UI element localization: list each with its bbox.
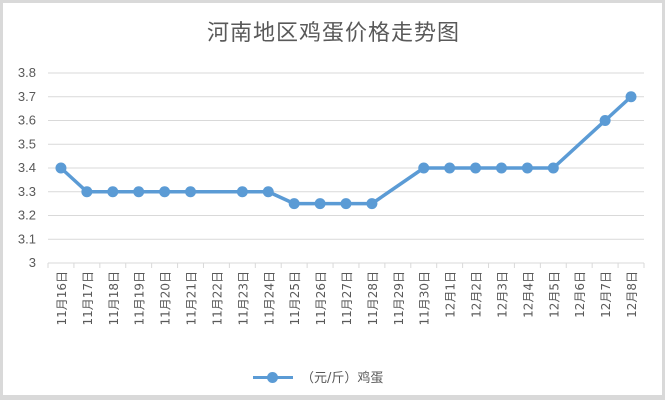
y-tick-label: 3 (29, 255, 36, 270)
y-tick-label: 3.3 (18, 184, 36, 199)
data-point-marker[interactable] (547, 162, 559, 174)
x-tick-label: 11月24日 (262, 271, 276, 326)
x-tick-label: 11月20日 (159, 271, 173, 326)
legend-line-marker-icon (253, 370, 293, 384)
data-point-marker[interactable] (470, 162, 482, 174)
y-tick-label: 3.6 (18, 113, 36, 128)
y-tick-label: 3.5 (18, 136, 36, 151)
data-point-marker[interactable] (418, 162, 430, 174)
x-tick-label: 12月2日 (470, 271, 484, 318)
y-tick-label: 3.2 (18, 208, 36, 223)
data-point-marker[interactable] (107, 186, 119, 198)
data-point-marker[interactable] (236, 186, 248, 198)
x-tick-label: 11月23日 (236, 271, 250, 326)
legend-label: （元/斤）鸡蛋 (301, 371, 384, 386)
data-point-marker[interactable] (625, 91, 637, 103)
data-point-marker[interactable] (262, 186, 274, 198)
series-line (59, 95, 633, 206)
x-tick-label: 11月30日 (418, 271, 432, 326)
data-point-marker[interactable] (133, 186, 145, 198)
data-point-marker[interactable] (81, 186, 93, 198)
data-point-marker[interactable] (185, 186, 197, 198)
data-point-marker[interactable] (55, 162, 67, 174)
chart-legend: （元/斤）鸡蛋 (253, 367, 383, 386)
data-point-marker[interactable] (521, 162, 533, 174)
x-tick-label: 11月18日 (107, 271, 121, 326)
data-point-marker[interactable] (159, 186, 171, 198)
y-tick-label: 3.1 (18, 231, 36, 246)
x-tick-label: 12月7日 (599, 271, 613, 318)
y-tick-label: 3.7 (18, 89, 36, 104)
x-tick-label: 11月27日 (340, 271, 354, 326)
x-tick-label: 11月22日 (210, 271, 224, 326)
x-tick-label: 12月8日 (625, 271, 639, 318)
chart-frame: 河南地区鸡蛋价格走势图 3 3.1 3.2 3.3 3.4 3.5 3.6 3.7 3.8 11月… (2, 2, 663, 396)
y-tick-label: 3.8 (18, 65, 36, 80)
data-point-marker[interactable] (495, 162, 507, 174)
data-point-marker[interactable] (444, 162, 456, 174)
data-point-marker[interactable] (314, 198, 326, 210)
y-tick-label: 3.4 (18, 160, 36, 175)
chart-title: 河南地区鸡蛋价格走势图 (206, 21, 460, 46)
x-tick-label: 12月5日 (547, 271, 561, 318)
x-tick-label: 11月25日 (288, 271, 302, 326)
x-tick-label: 11月17日 (81, 271, 95, 326)
data-point-marker[interactable] (288, 198, 300, 210)
line-chart-plot: 3 3.1 3.2 3.3 3.4 3.5 3.6 3.7 3.8 11月16日 11月17日 11月… (18, 65, 645, 326)
data-point-marker[interactable] (599, 115, 611, 126)
x-tick-label: 11月16日 (55, 271, 69, 326)
x-tick-label: 12月1日 (444, 271, 458, 318)
x-tick-label: 12月6日 (573, 271, 587, 318)
x-tick-label: 12月3日 (495, 271, 509, 318)
x-tick-label: 11月26日 (314, 271, 328, 326)
x-tick-label: 11月19日 (133, 271, 147, 326)
x-tick-label: 11月29日 (392, 271, 406, 326)
data-point-marker[interactable] (366, 198, 378, 210)
x-tick-label: 11月21日 (185, 271, 199, 326)
data-point-marker[interactable] (340, 198, 352, 210)
x-tick-label: 12月4日 (521, 271, 535, 318)
x-tick-label: 11月28日 (366, 271, 380, 326)
